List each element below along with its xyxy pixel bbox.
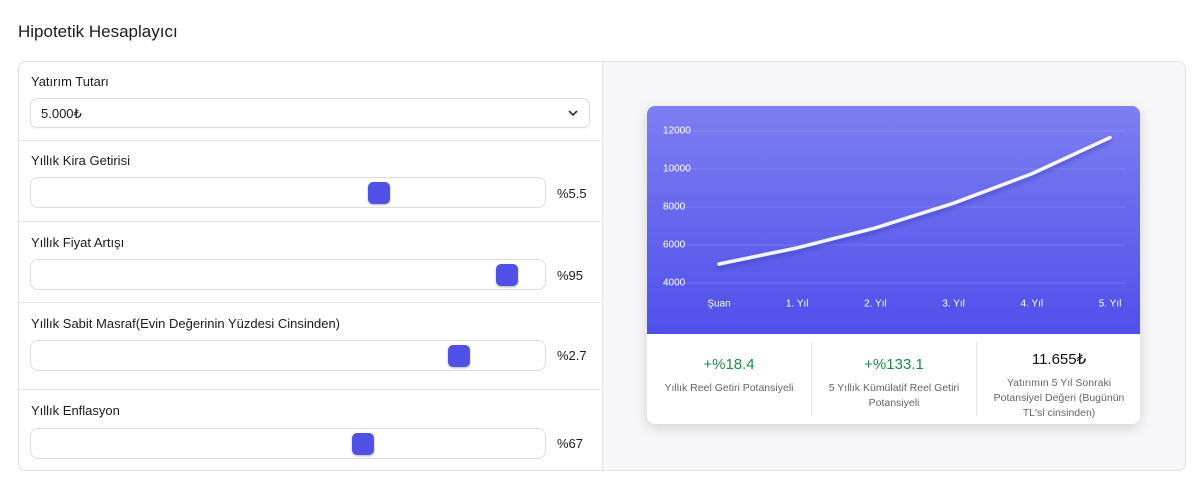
divider [19,221,601,222]
input-label: Yatırım Tutarı [31,74,109,89]
stat-value: +%18.4 [703,356,755,373]
stat-label: 5 Yıllık Kümülatif Reel Getiri Potansiye… [828,382,960,409]
stat: +%18.4 Yıllık Reel Getiri Potansiyeli [647,334,811,424]
slider-thumb[interactable] [496,264,518,286]
y-tick-label: 12000 [663,126,691,137]
stat-label: Yatırımın 5 Yıl Sonraki Potansiyel Değer… [993,377,1125,419]
slider-value: %95 [557,268,584,283]
slider-value: %67 [557,436,584,451]
stat-label: Yıllık Reel Getiri Potansiyeli [664,382,794,394]
chart: 4000 6000 8000 10000 12000 Şuan 1. Yıl 2. Yıl 3.… [647,106,1140,334]
chart-background [647,106,1140,334]
slider-track[interactable] [30,340,546,371]
stat: 11.655₺ Yatırımın 5 Yıl Sonraki Potansiye… [977,328,1140,419]
amount-select[interactable]: 5.000₺ [30,98,590,128]
divider [19,389,601,390]
divider [976,342,977,416]
select-value: 5.000₺ [41,106,82,121]
x-tick-label: 5. Yıl [1099,299,1122,310]
y-tick-label: 8000 [663,202,686,213]
y-tick-label: 10000 [663,164,691,175]
slider-value: %2.7 [557,348,587,363]
x-tick-label: 2. Yıl [864,299,887,310]
slider-track[interactable] [30,259,546,290]
inputs-panel [18,61,602,471]
divider [19,140,601,141]
y-tick-label: 6000 [663,240,686,251]
series-line [717,135,1112,266]
slider-track[interactable] [30,177,546,208]
x-tick-label: 1. Yıl [786,299,809,310]
stat-value: +%133.1 [864,356,924,373]
y-tick-label: 4000 [663,278,686,289]
stat-value: 11.655₺ [1031,351,1087,368]
slider-thumb[interactable] [352,433,374,455]
slider-track[interactable] [30,428,546,459]
x-tick-label: 4. Yıl [1020,299,1043,310]
result-card: 4000 6000 8000 10000 12000 Şuan 1. Yıl 2. Yıl 3.… [647,106,1140,424]
x-tick-label: Şuan [707,299,730,310]
slider-thumb[interactable] [448,345,470,367]
divider [811,342,812,416]
input-label: Yıllık Kira Getirisi [31,153,130,168]
input-label: Yıllık Fiyat Artışı [31,235,125,250]
divider [19,302,601,303]
page-title: Hipotetik Hesaplayıcı [18,22,178,41]
slider-value: %5.5 [557,186,587,201]
input-label: Yıllık Sabit Masraf(Evin Değerinin Yüzde… [31,316,341,331]
x-tick-label: 3. Yıl [942,299,965,310]
chevron [568,110,578,117]
input-label: Yıllık Enflasyon [31,403,120,418]
stat: +%133.1 5 Yıllık Kümülatif Reel Getiri Po… [812,334,976,424]
slider-thumb[interactable] [368,182,390,204]
